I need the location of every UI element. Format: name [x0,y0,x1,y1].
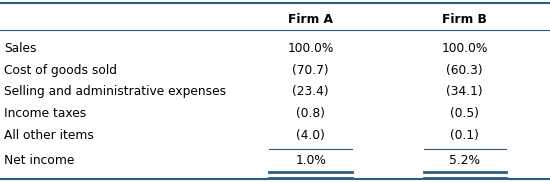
Text: (0.8): (0.8) [296,107,325,120]
Text: Income taxes: Income taxes [4,107,87,120]
Text: All other items: All other items [4,129,94,142]
Text: (0.5): (0.5) [450,107,479,120]
Text: (4.0): (4.0) [296,129,325,142]
Text: (0.1): (0.1) [450,129,479,142]
Text: Net income: Net income [4,154,75,167]
Text: 1.0%: 1.0% [295,154,326,167]
Text: Sales: Sales [4,42,37,55]
Text: 5.2%: 5.2% [449,154,480,167]
Text: (34.1): (34.1) [447,85,483,98]
Text: (23.4): (23.4) [293,85,329,98]
Text: 100.0%: 100.0% [442,42,488,55]
Text: (60.3): (60.3) [447,64,483,77]
Text: Selling and administrative expenses: Selling and administrative expenses [4,85,227,98]
Text: 100.0%: 100.0% [288,42,334,55]
Text: Firm A: Firm A [288,13,333,26]
Text: (70.7): (70.7) [293,64,329,77]
Text: Cost of goods sold: Cost of goods sold [4,64,117,77]
Text: Firm B: Firm B [442,13,487,26]
